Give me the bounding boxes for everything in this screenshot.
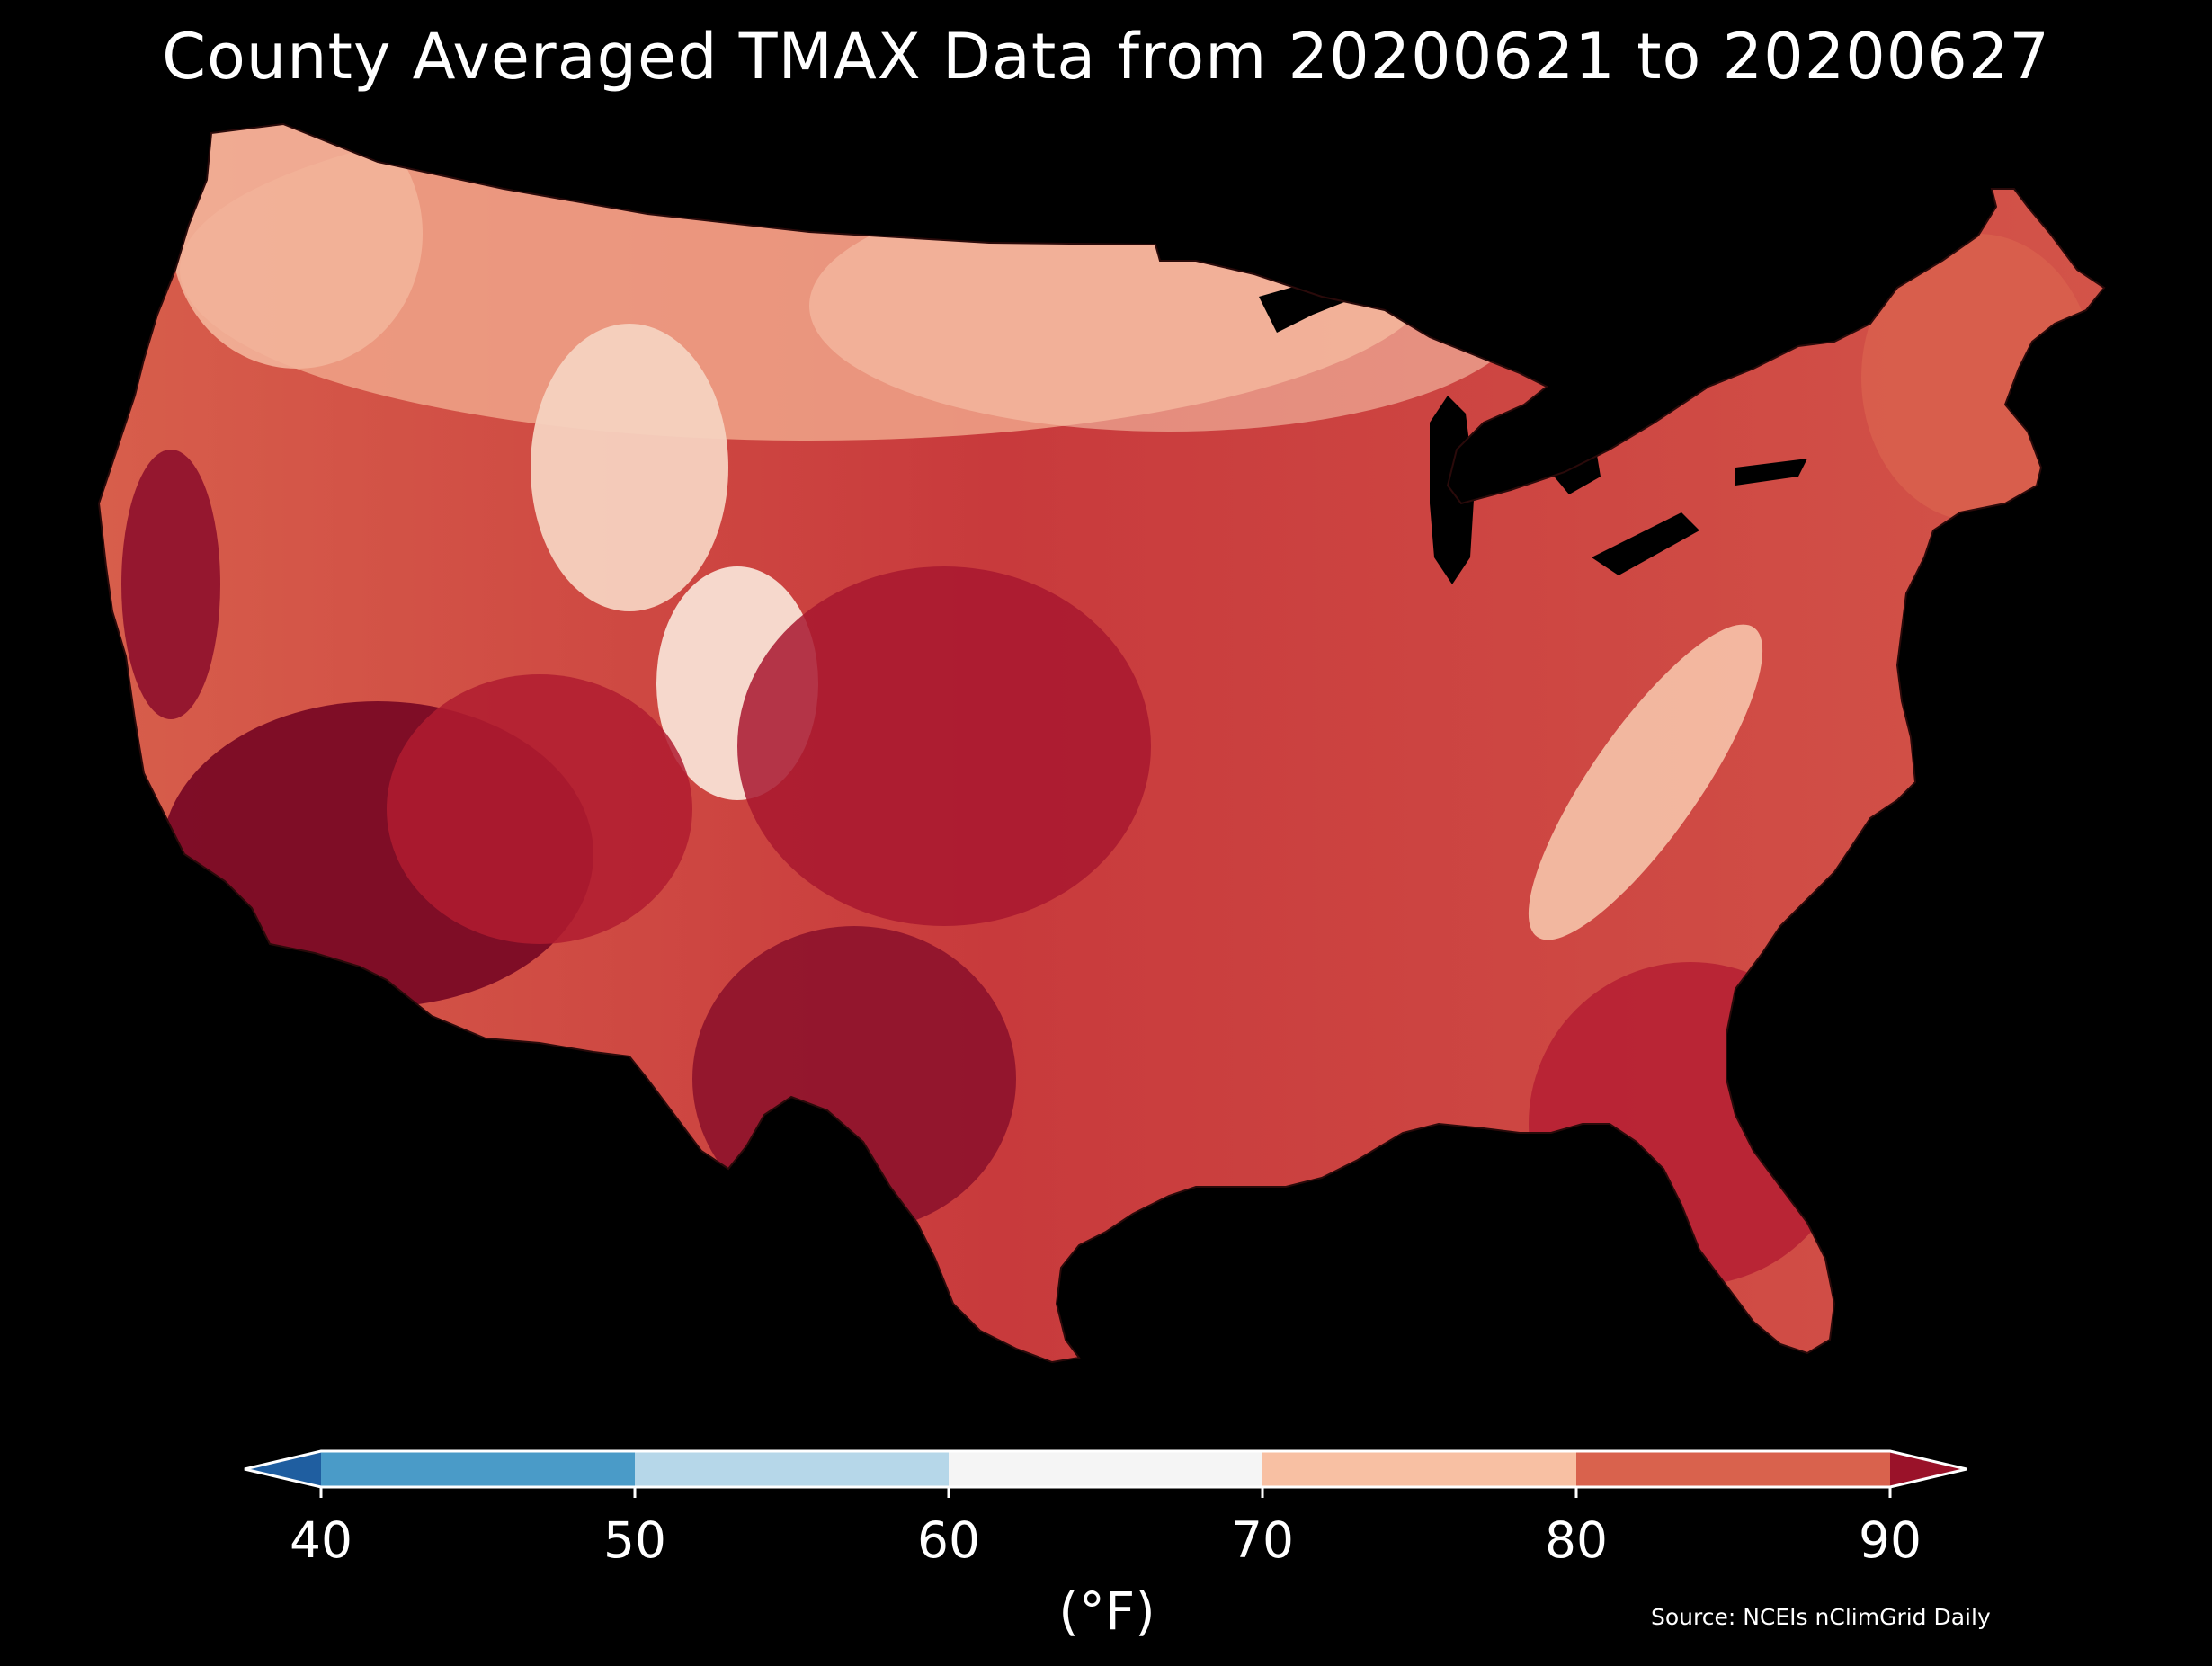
lake-huron	[1538, 414, 1601, 494]
source-credit: Source: NCEIs nClimGrid Daily	[1651, 1604, 1991, 1630]
southeast-zone	[1529, 962, 1852, 1286]
colorbar-tick-label-90: 90	[1859, 1511, 1922, 1569]
new-england-zone	[1861, 234, 2095, 521]
us-outline	[97, 122, 2106, 1364]
rockies-zone	[531, 324, 728, 611]
colorbar-unit-label: (°F)	[1058, 1581, 1155, 1642]
map-title: County Averaged TMAX Data from 20200621 …	[162, 20, 2050, 94]
colorbar-tick-label-80: 80	[1545, 1511, 1608, 1569]
colorbar-tick-label-70: 70	[1231, 1511, 1294, 1569]
southern-plains-zone	[737, 566, 1151, 926]
lake-superior	[1259, 270, 1385, 333]
upper-midwest-zone	[809, 180, 1529, 432]
pnw-zone	[171, 124, 423, 369]
south-texas-zone	[692, 926, 1016, 1232]
lake-erie	[1592, 512, 1699, 575]
new-mexico-zone	[387, 674, 692, 944]
colorbar-tick-label-50: 50	[603, 1511, 666, 1569]
colorbar-tick-label-40: 40	[290, 1511, 352, 1569]
colorbar-tick-label-60: 60	[917, 1511, 980, 1569]
central-valley-zone	[121, 450, 220, 719]
appalachian-zone	[1528, 624, 1763, 940]
lake-ontario	[1735, 459, 1807, 486]
